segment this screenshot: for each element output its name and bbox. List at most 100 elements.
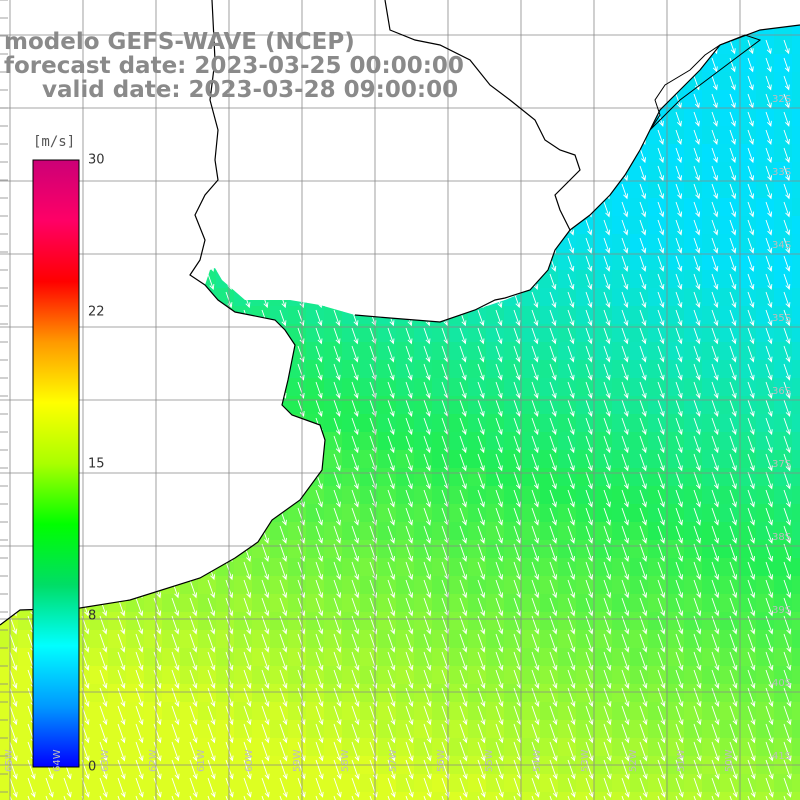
wind-arrow [117,453,125,472]
wind-arrow [459,201,467,218]
wind-cell [108,522,127,541]
wind-arrow [297,165,304,182]
wind-cell [252,432,271,451]
wind-cell [378,234,397,253]
wind-cell [144,450,163,469]
wind-cell [252,0,271,19]
wind-cell [594,0,613,19]
wind-arrow [297,255,305,272]
wind-cell [108,144,127,163]
wind-cell [126,468,145,487]
wind-cell [144,432,163,451]
wind-arrow [585,93,592,109]
wind-cell [792,90,800,109]
wind-cell [180,108,199,127]
wind-cell [0,468,19,487]
wind-arrow [171,507,179,526]
wind-arrow [477,273,485,291]
wind-cell [108,342,127,361]
wind-arrow [603,147,610,164]
wind-arrow [783,237,791,254]
wind-cell [792,25,800,37]
wind-arrow [459,147,466,164]
wind-cell [792,126,800,145]
wind-arrow [207,453,215,472]
wind-cell [0,270,19,289]
wind-arrow [279,453,287,472]
wind-arrow [603,327,611,345]
wind-arrow [243,273,251,291]
wind-arrow [477,201,485,218]
wind-arrow [99,525,107,544]
wind-arrow [279,489,287,508]
wind-arrow [639,75,646,91]
wind-cell [108,0,127,19]
wind-arrow [153,525,161,544]
wind-arrow [783,183,791,200]
wind-arrow [351,111,358,127]
wind-arrow [261,327,269,345]
wind-arrow [171,237,179,254]
wind-cell [378,252,397,271]
wind-cell [774,54,793,73]
wind-arrow [531,255,539,272]
wind-cell [252,360,271,379]
wind-cell [522,90,541,109]
wind-cell [504,90,523,109]
wind-cell [756,54,775,73]
wind-cell [540,108,559,127]
wind-cell [216,504,235,523]
wind-cell [234,432,253,451]
wind-cell [162,504,181,523]
wind-arrow [459,129,466,145]
wind-arrow [765,75,772,91]
wind-cell [126,378,145,397]
wind-arrow [117,309,125,327]
wind-arrow [639,39,646,55]
wind-arrow [243,525,251,544]
wind-cell [504,792,523,800]
wind-arrow [639,237,647,254]
colorbar-unit: [m/s] [33,134,76,150]
wind-cell [684,126,703,145]
wind-arrow [279,165,286,182]
wind-cell [108,198,127,217]
wind-arrow [531,57,538,73]
wind-cell [342,216,361,235]
wind-arrow [153,219,161,236]
forecast-date: forecast date: 2023-03-25 00:00:00 [4,53,464,79]
wind-arrow [459,291,467,309]
wind-cell [108,576,127,595]
wind-cell [0,162,19,181]
wind-cell [324,216,343,235]
wind-cell [504,198,523,217]
wind-arrow [405,183,413,200]
colorbar-tick-30: 30 [88,152,105,168]
wind-cell [18,792,37,800]
wind-arrow [585,57,592,73]
wind-cell [468,126,487,145]
wind-cell [0,216,19,235]
wind-cell [684,36,703,55]
wind-cell [360,288,379,307]
wind-arrow [333,327,341,345]
wind-arrow [531,75,538,91]
wind-arrow [441,165,448,182]
wind-cell [360,234,379,253]
wind-arrow [351,219,359,236]
wind-arrow [747,111,754,127]
wind-arrow [171,381,179,399]
wind-cell [234,468,253,487]
wind-cell [594,72,613,91]
wind-arrow [315,111,322,127]
wind-arrow [729,39,736,55]
wind-arrow [135,237,143,254]
wind-arrow [639,183,647,200]
wind-cell [306,288,325,307]
wind-arrow [567,57,574,73]
wind-arrow [711,237,719,254]
wind-cell [216,126,235,145]
wind-cell [144,414,163,433]
wind-arrow [207,111,214,127]
wind-arrow [531,165,538,182]
